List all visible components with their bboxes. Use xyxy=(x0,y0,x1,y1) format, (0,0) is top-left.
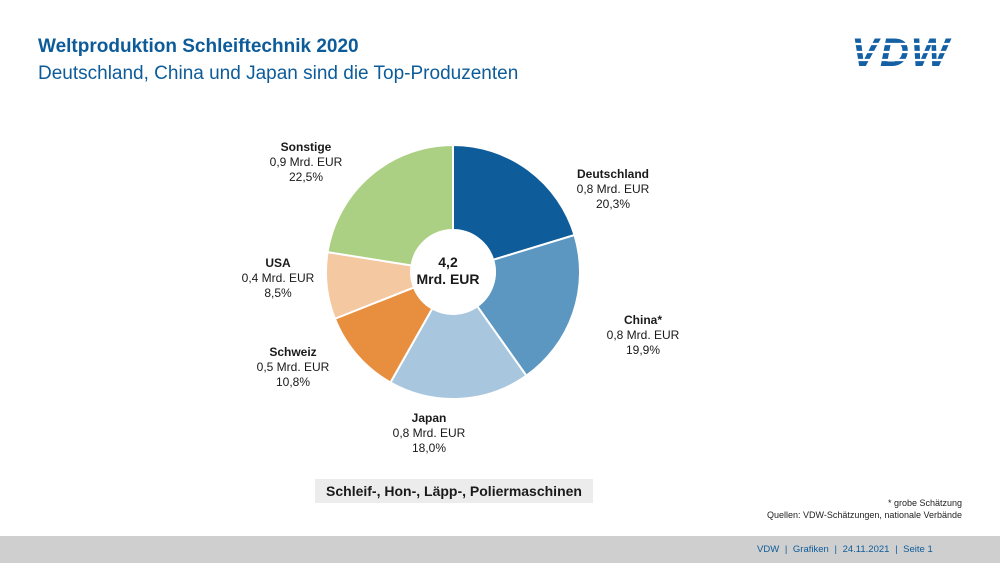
slice-china xyxy=(475,233,581,378)
center-total: 4,2 Mrd. EUR xyxy=(417,254,480,288)
footer-org: VDW xyxy=(757,544,780,555)
page-subtitle: Deutschland, China und Japan sind die To… xyxy=(38,63,519,84)
footer-section: Grafiken xyxy=(792,544,829,555)
slice-label-percent: 8,5% xyxy=(264,286,292,300)
page-title: Weltproduktion Schleiftechnik 2020 xyxy=(38,36,359,57)
slice-label-name: Deutschland xyxy=(576,167,649,181)
footer-separator: | xyxy=(834,544,837,555)
slice-label: Japan 0,8 Mrd. EUR 18,0% xyxy=(393,411,466,456)
footer-items: VDW | Grafiken | 24.11.2021 | Seite 1 xyxy=(757,544,936,555)
slice-label-name: Japan xyxy=(411,411,447,425)
slice-japan xyxy=(389,304,528,400)
slice-label-percent: 18,0% xyxy=(411,441,447,455)
footer-separator: | xyxy=(784,544,788,555)
footer-bar: VDW | Grafiken | 24.11.2021 | Seite 1 xyxy=(0,536,1000,563)
slice-label-name: China* xyxy=(623,313,662,327)
footer-date: 24.11.2021 xyxy=(842,544,890,555)
slice-label-amount: 0,8 Mrd. EUR xyxy=(576,182,650,196)
slice-label-name: Schweiz xyxy=(269,345,317,359)
slice-label-amount: 0,5 Mrd. EUR xyxy=(256,360,330,374)
center-unit: Mrd. EUR xyxy=(416,271,480,287)
chart-caption: Schleif-, Hon-, Läpp-, Poliermaschinen xyxy=(315,479,593,503)
slice-label-percent: 19,9% xyxy=(625,343,661,357)
center-value: 4,2 xyxy=(438,254,458,270)
slice-label-name: Sonstige xyxy=(280,140,332,154)
slice-label-percent: 20,3% xyxy=(595,197,631,211)
slice-sonstige xyxy=(326,143,454,267)
slice-label-amount: 0,8 Mrd. EUR xyxy=(606,328,680,342)
slice-label-amount: 0,8 Mrd. EUR xyxy=(392,426,466,440)
slice-label-amount: 0,9 Mrd. EUR xyxy=(269,155,343,169)
slice-label-percent: 10,8% xyxy=(275,375,311,389)
footer-separator: | xyxy=(895,544,898,555)
slice-deutschland xyxy=(452,143,576,262)
slice-label-percent: 22,5% xyxy=(288,170,324,184)
slice-label: Sonstige 0,9 Mrd. EUR 22,5% xyxy=(270,140,343,185)
vdw-logo: VDW xyxy=(842,31,960,72)
slice-label-name: USA xyxy=(265,256,291,270)
slice-label: China* 0,8 Mrd. EUR 19,9% xyxy=(607,313,680,358)
slice-label: Schweiz 0,5 Mrd. EUR 10,8% xyxy=(257,345,330,390)
slice-label: Deutschland 0,8 Mrd. EUR 20,3% xyxy=(577,167,650,212)
source-notes: * grobe Schätzung Quellen: VDW-Schätzung… xyxy=(767,497,962,521)
sources-note: Quellen: VDW-Schätzungen, nationale Verb… xyxy=(767,510,962,520)
slice-label-amount: 0,4 Mrd. EUR xyxy=(241,271,315,285)
estimate-note: * grobe Schätzung xyxy=(887,498,962,508)
slice-label: USA 0,4 Mrd. EUR 8,5% xyxy=(242,256,315,301)
footer-page: Seite 1 xyxy=(903,544,933,555)
